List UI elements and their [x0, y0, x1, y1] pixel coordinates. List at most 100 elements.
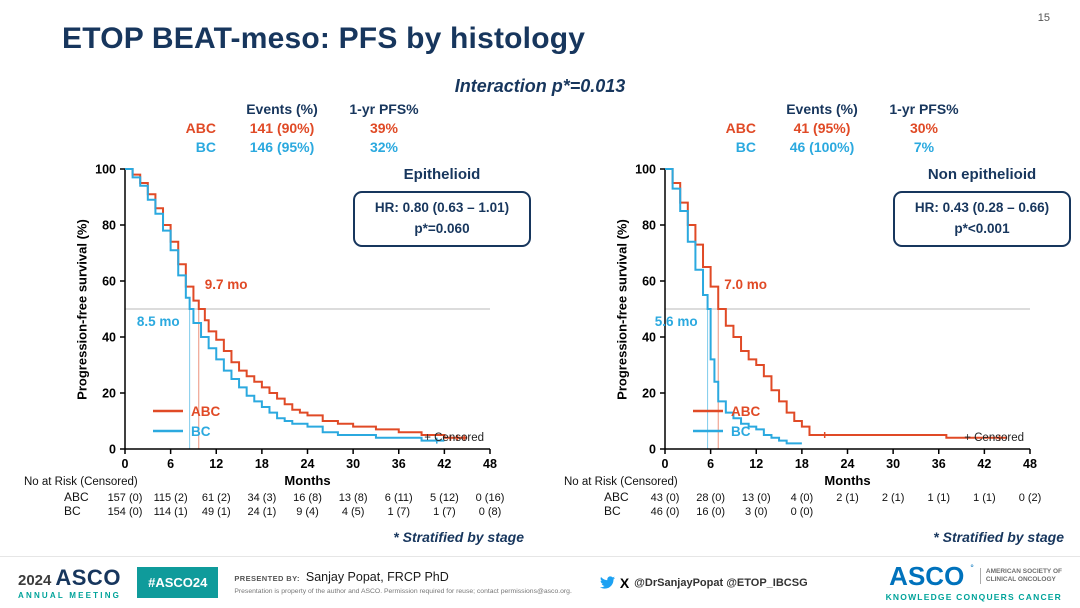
svg-text:6 (11): 6 (11): [385, 492, 413, 504]
svg-text:36: 36: [932, 457, 946, 471]
stats-header-row: Events (%) 1-yr PFS%: [708, 100, 1070, 119]
svg-text:Months: Months: [824, 473, 870, 488]
svg-text:9 (4): 9 (4): [296, 506, 319, 518]
svg-text:BC: BC: [191, 424, 211, 439]
svg-text:18: 18: [795, 457, 809, 471]
histology-label: Epithelioid: [403, 166, 481, 183]
meeting-subtitle: ANNUAL MEETING: [18, 591, 122, 600]
svg-text:9.7 mo: 9.7 mo: [205, 277, 248, 292]
pfs-header: 1-yr PFS%: [349, 101, 419, 117]
stats-row-abc: ABC 141 (90%) 39%: [168, 119, 530, 138]
abc-pfs: 39%: [369, 120, 399, 136]
svg-text:24 (1): 24 (1): [248, 506, 277, 518]
stratified-note: * Stratified by stage: [393, 529, 524, 545]
svg-text:154 (0): 154 (0): [108, 506, 143, 518]
stats-spacer: [708, 100, 766, 119]
meeting-name: ASCO: [55, 565, 121, 590]
svg-text:100: 100: [95, 163, 116, 177]
svg-text:7.0 mo: 7.0 mo: [724, 277, 767, 292]
x-logo-icon: X: [619, 574, 630, 591]
disclaimer-text: Presentation is property of the author a…: [234, 588, 572, 595]
meeting-year: 2024: [18, 572, 52, 589]
svg-text:+ Censored: + Censored: [964, 432, 1024, 444]
svg-text:16 (0): 16 (0): [696, 506, 725, 518]
svg-text:0 (2): 0 (2): [1019, 492, 1042, 504]
svg-text:60: 60: [642, 275, 656, 289]
svg-text:16 (8): 16 (8): [293, 492, 322, 504]
svg-text:No at Risk (Censored): No at Risk (Censored): [564, 476, 678, 488]
svg-text:ABC: ABC: [64, 490, 89, 504]
svg-text:61 (2): 61 (2): [202, 492, 231, 504]
abc-events: 41 (95%): [793, 120, 851, 136]
asco-logo: ASCO ° AMERICAN SOCIETY OF CLINICAL ONCO…: [886, 563, 1062, 602]
hr-box: HR: 0.43 (0.28 – 0.66) p*<0.001: [893, 191, 1071, 247]
svg-text:114 (1): 114 (1): [154, 506, 188, 518]
svg-text:No at Risk (Censored): No at Risk (Censored): [24, 476, 138, 488]
svg-text:80: 80: [642, 219, 656, 233]
svg-text:0: 0: [109, 443, 116, 457]
social-handles: @DrSanjayPopat @ETOP_IBCSG: [634, 576, 808, 589]
asco-org-line1: AMERICAN SOCIETY OF: [985, 567, 1062, 575]
svg-text:12: 12: [209, 457, 223, 471]
svg-text:48: 48: [483, 457, 497, 471]
abc-events: 141 (90%): [249, 120, 315, 136]
stats-header-row: Events (%) 1-yr PFS%: [168, 100, 530, 119]
km-chart-non-epithelioid: 0 20 40 60 80 100 0 6 12 18 24 30 36 42 48 Months 7.0 mo…: [564, 163, 1042, 519]
svg-text:3 (0): 3 (0): [745, 506, 768, 518]
svg-text:1 (7): 1 (7): [387, 506, 410, 518]
y-axis-label: Progression-free survival (%): [614, 219, 630, 400]
hr-value: HR: 0.43 (0.28 – 0.66): [914, 200, 1050, 215]
bc-pfs: 7%: [913, 139, 935, 155]
svg-text:2 (1): 2 (1): [882, 492, 905, 504]
histology-label: Non epithelioid: [927, 166, 1037, 183]
svg-text:BC: BC: [731, 424, 751, 439]
hr-overlay-epithelioid: Epithelioid HR: 0.80 (0.63 – 1.01) p*=0.…: [353, 166, 531, 247]
svg-text:0 (0): 0 (0): [791, 506, 814, 518]
social-block: X @DrSanjayPopat @ETOP_IBCSG: [599, 574, 808, 591]
asco-annual-meeting-logo: 2024 ASCO ANNUAL MEETING: [18, 565, 121, 600]
svg-text:BC: BC: [64, 504, 81, 518]
abc-label: ABC: [725, 120, 756, 136]
asco-wordmark: ASCO: [889, 561, 965, 591]
svg-text:1 (7): 1 (7): [433, 506, 456, 518]
svg-text:42: 42: [437, 457, 451, 471]
svg-text:28 (0): 28 (0): [696, 492, 725, 504]
svg-text:48: 48: [1023, 457, 1037, 471]
svg-text:BC: BC: [604, 504, 621, 518]
svg-text:34 (3): 34 (3): [248, 492, 277, 504]
svg-text:49 (1): 49 (1): [202, 506, 231, 518]
svg-text:Months: Months: [284, 473, 330, 488]
svg-text:6: 6: [167, 457, 174, 471]
bc-pfs: 32%: [369, 139, 399, 155]
twitter-bird-icon: [599, 576, 615, 589]
svg-text:30: 30: [886, 457, 900, 471]
svg-text:115 (2): 115 (2): [154, 492, 188, 504]
presented-by-label: PRESENTED BY:: [234, 574, 300, 583]
svg-text:0: 0: [649, 443, 656, 457]
svg-text:5.6 mo: 5.6 mo: [655, 314, 698, 329]
stratified-note: * Stratified by stage: [933, 529, 1064, 545]
svg-text:43 (0): 43 (0): [651, 492, 680, 504]
stats-row-bc: BC 46 (100%) 7%: [708, 138, 1070, 157]
hr-p-value: p*<0.001: [954, 220, 1010, 236]
stats-table-epithelioid: Events (%) 1-yr PFS% ABC 141 (90%) 39% B…: [168, 100, 530, 157]
abc-pfs: 30%: [909, 120, 939, 136]
hr-overlay-non-epithelioid: Non epithelioid HR: 0.43 (0.28 – 0.66) p…: [893, 166, 1071, 247]
panel-epithelioid: Events (%) 1-yr PFS% ABC 141 (90%) 39% B…: [20, 100, 531, 545]
slide-title: ETOP BEAT-meso: PFS by histology: [62, 22, 586, 55]
presented-by-block: PRESENTED BY: Sanjay Popat, FRCP PhD Pre…: [234, 570, 571, 595]
asco-org-line2: CLINICAL ONCOLOGY: [985, 576, 1056, 583]
stats-spacer: [168, 100, 226, 119]
svg-text:+ Censored: + Censored: [424, 432, 484, 444]
svg-text:2 (1): 2 (1): [836, 492, 859, 504]
y-axis-label: Progression-free survival (%): [74, 219, 90, 400]
stats-row-bc: BC 146 (95%) 32%: [168, 138, 530, 157]
svg-text:20: 20: [102, 387, 116, 401]
abc-label: ABC: [185, 120, 216, 136]
svg-text:60: 60: [102, 275, 116, 289]
interaction-p-value: Interaction p*=0.013: [454, 76, 626, 96]
svg-text:ABC: ABC: [731, 404, 760, 419]
footer: 2024 ASCO ANNUAL MEETING #ASCO24 PRESENT…: [0, 556, 1080, 608]
page-number: 15: [1037, 12, 1050, 24]
